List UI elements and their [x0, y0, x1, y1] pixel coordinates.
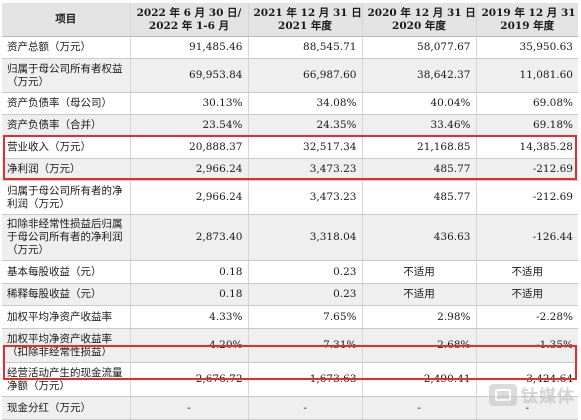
- cell-value: 33.46%: [361, 114, 476, 137]
- table-row: 加权平均净资产收益率（扣除非经常性损益） 4.20% 7.31% 2.68% -…: [2, 328, 578, 363]
- cell-value: 0.18: [129, 260, 248, 284]
- table-row: 资产总额（万元） 91,485.46 88,545.71 58,077.67 3…: [2, 36, 578, 59]
- cell-value: 69,953.84: [129, 58, 248, 93]
- cell-value: 2,966.24: [129, 180, 248, 215]
- row-label: 扣除非经常性损益后归属于母公司所有者的净利润（万元）: [2, 214, 130, 261]
- table-row: 资产负债率（母公司） 30.13% 34.08% 40.04% 69.08%: [2, 92, 578, 115]
- cell-value: 91,485.46: [129, 36, 248, 59]
- table-row: 稀释每股收益（元） 0.18 0.23 不适用 不适用: [2, 283, 578, 306]
- cell-value: 3,318.04: [247, 214, 362, 261]
- cell-value: -1.35%: [475, 328, 578, 363]
- cell-value: 不适用: [475, 283, 578, 306]
- cell-value: 30.13%: [129, 92, 248, 115]
- cell-value: -2,676.72: [129, 362, 248, 397]
- row-label: 净利润（万元）: [2, 158, 130, 181]
- header-line2: 2022 年 1-6 月: [148, 19, 230, 32]
- row-label: 稀释每股收益（元）: [2, 283, 130, 306]
- cell-value: 4.33%: [129, 305, 248, 329]
- cell-value: 88,545.71: [247, 36, 362, 59]
- cell-value: 不适用: [361, 260, 476, 284]
- row-label: 基本每股收益（元）: [2, 260, 130, 284]
- cell-value: -1,673.63: [247, 362, 362, 397]
- cell-value: 7.65%: [247, 305, 362, 329]
- cell-value: -: [361, 396, 476, 420]
- table-row: 资产负债率（合并） 23.54% 24.35% 33.46% 69.18%: [2, 114, 578, 137]
- cell-value: 不适用: [361, 283, 476, 306]
- cell-value: 2,873.40: [129, 214, 248, 261]
- header-row: 项目 2022 年 6 月 30 日/2022 年 1-6 月 2021 年 1…: [2, 3, 578, 37]
- cell-value: 485.77: [361, 180, 476, 215]
- cell-value: 485.77: [361, 158, 476, 181]
- watermark-text: 钛媒体: [521, 387, 575, 407]
- header-2019: 2019 年 12 月 31 日/2019 年度: [475, 3, 579, 37]
- cell-value: -: [129, 396, 248, 420]
- header-line2: 2021 年度: [278, 19, 332, 32]
- cell-value: 0.23: [247, 283, 362, 306]
- cell-value: -126.44: [475, 214, 578, 261]
- cell-value: -2,490.41: [361, 362, 476, 397]
- cell-value: 21,168.85: [361, 136, 476, 159]
- table-row: 营业收入（万元） 20,888.37 32,517.34 21,168.85 1…: [2, 136, 578, 159]
- cell-value: -212.69: [475, 158, 578, 181]
- row-label: 资产负债率（母公司）: [2, 92, 130, 115]
- cell-value: 66,987.60: [247, 58, 362, 93]
- cell-value: -: [247, 396, 362, 420]
- header-2020: 2020 年 12 月 31 日/2020 年度: [361, 3, 477, 37]
- table-row: 扣除非经常性损益后归属于母公司所有者的净利润（万元） 2,873.40 3,31…: [2, 214, 578, 261]
- cell-value: 32,517.34: [247, 136, 362, 159]
- cell-value: 7.31%: [247, 328, 362, 363]
- header-line1: 2020 年 12 月 31 日/: [367, 6, 477, 19]
- row-label: 资产负债率（合并）: [2, 114, 130, 137]
- cell-value: 不适用: [475, 260, 578, 284]
- cell-value: 3,473.23: [247, 158, 362, 181]
- cell-value: 0.18: [129, 283, 248, 306]
- header-2021: 2021 年 12 月 31 日/2021 年度: [247, 3, 363, 37]
- header-line1: 2019 年 12 月 31 日/: [481, 6, 579, 19]
- cell-value: 23.54%: [129, 114, 248, 137]
- cell-value: 24.35%: [247, 114, 362, 137]
- row-label: 加权平均净资产收益率: [2, 305, 130, 329]
- cell-value: 2.98%: [361, 305, 476, 329]
- cell-value: 20,888.37: [129, 136, 248, 159]
- cell-value: 0.23: [247, 260, 362, 284]
- tmtpost-logo-icon: [489, 383, 517, 406]
- row-label: 现金分红（万元）: [2, 396, 130, 420]
- cell-value: 69.08%: [475, 92, 578, 115]
- header-line1: 2022 年 6 月 30 日/: [136, 6, 242, 19]
- financial-table: 项目 2022 年 6 月 30 日/2022 年 1-6 月 2021 年 1…: [2, 3, 578, 420]
- cell-value: 3,473.23: [247, 180, 362, 215]
- cell-value: 2.68%: [361, 328, 476, 363]
- watermark: 钛媒体: [489, 382, 575, 407]
- table-row: 归属于母公司所有者的净利润（万元） 2,966.24 3,473.23 485.…: [2, 180, 578, 215]
- cell-value: -2.28%: [475, 305, 578, 329]
- header-line2: 2019 年度: [500, 19, 555, 32]
- cell-value: 436.63: [361, 214, 476, 261]
- header-2022h1: 2022 年 6 月 30 日/2022 年 1-6 月: [129, 3, 248, 37]
- cell-value: 2,966.24: [129, 158, 248, 181]
- table-row: 加权平均净资产收益率 4.33% 7.65% 2.98% -2.28%: [2, 305, 578, 329]
- cell-value: 38,642.37: [361, 58, 476, 93]
- cell-value: 58,077.67: [361, 36, 476, 59]
- table-row: 归属于母公司所有者权益（万元） 69,953.84 66,987.60 38,6…: [2, 58, 578, 93]
- header-line1: 2021 年 12 月 31 日/: [253, 6, 363, 19]
- row-label: 营业收入（万元）: [2, 136, 130, 159]
- cell-value: 4.20%: [129, 328, 248, 363]
- cell-value: 11,081.60: [475, 58, 578, 93]
- header-line1: 项目: [55, 13, 77, 25]
- row-label: 归属于母公司所有者的净利润（万元）: [2, 180, 130, 215]
- table-row: 基本每股收益（元） 0.18 0.23 不适用 不适用: [2, 260, 578, 284]
- header-item: 项目: [2, 3, 130, 37]
- cell-value: 34.08%: [247, 92, 362, 115]
- cell-value: 69.18%: [475, 114, 578, 137]
- header-line2: 2020 年度: [392, 19, 446, 32]
- cell-value: 35,950.63: [475, 36, 578, 59]
- row-label: 加权平均净资产收益率（扣除非经常性损益）: [2, 328, 130, 363]
- row-label: 经营活动产生的现金流量净额（万元）: [2, 362, 130, 397]
- cell-value: -212.69: [475, 180, 578, 215]
- cell-value: 14,385.28: [475, 136, 578, 159]
- table-row: 净利润（万元） 2,966.24 3,473.23 485.77 -212.69: [2, 158, 578, 181]
- row-label: 归属于母公司所有者权益（万元）: [2, 58, 130, 93]
- row-label: 资产总额（万元）: [2, 36, 130, 59]
- cell-value: 40.04%: [361, 92, 476, 115]
